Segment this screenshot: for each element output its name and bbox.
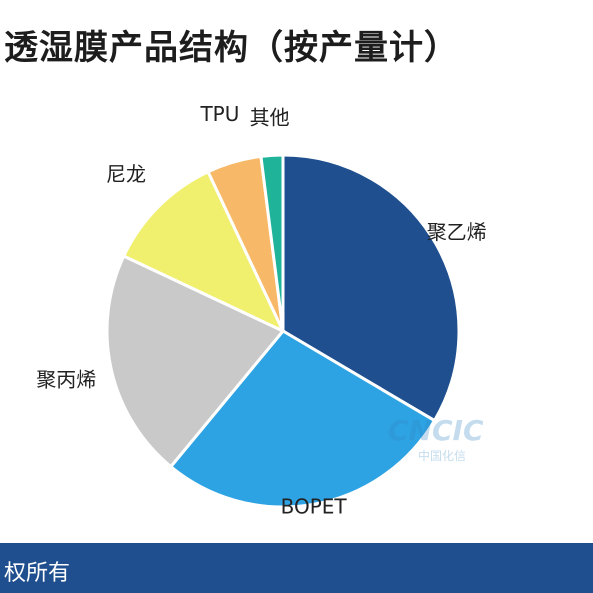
watermark-subtext: 中国化信 — [418, 448, 466, 463]
pie-slice-3 — [121, 169, 287, 335]
cncic-watermark: CNCIC 中国化信 — [388, 414, 484, 463]
slice-label-5: 其他 — [250, 105, 290, 129]
chart-title: 透湿膜产品结构（按产量计） — [4, 28, 459, 68]
pie-slice-2 — [105, 254, 286, 469]
slice-label-0: 聚乙烯 — [427, 220, 487, 244]
slice-label-4: TPU — [199, 102, 239, 126]
watermark-text: CNCIC — [388, 414, 484, 447]
footer-bar: 权所有 — [0, 543, 593, 593]
slice-label-2: 聚丙烯 — [36, 367, 96, 391]
pie-chart: CNCIC 中国化信 聚乙烯 BOPET 聚丙烯 尼龙 TPU 其他 — [36, 102, 487, 518]
slice-label-1: BOPET — [281, 494, 348, 518]
copyright-text: 权所有 — [4, 561, 71, 586]
slice-label-3: 尼龙 — [106, 162, 146, 186]
pie-slice-1 — [168, 329, 437, 509]
pie-slice-0 — [281, 153, 461, 423]
pie-slice-5 — [259, 153, 285, 332]
